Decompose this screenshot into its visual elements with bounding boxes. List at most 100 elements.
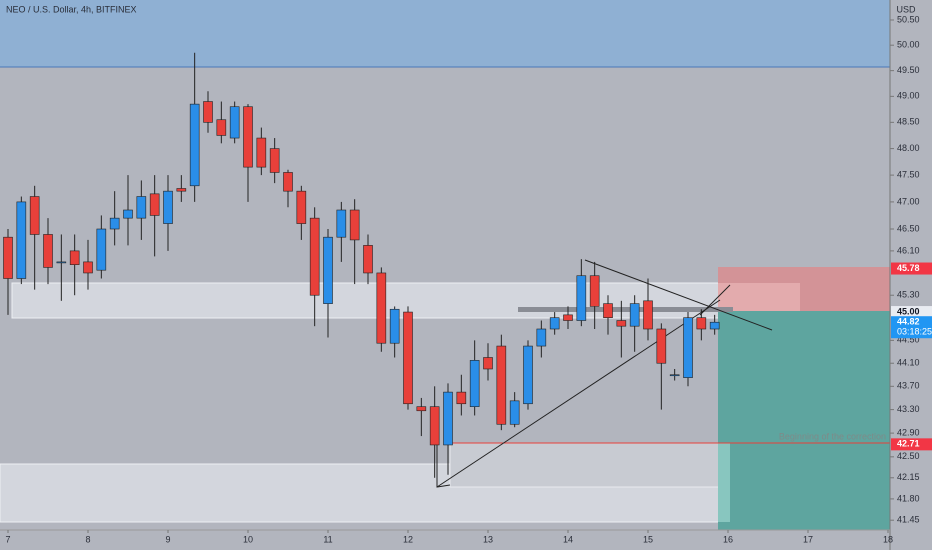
candle-body xyxy=(483,357,493,370)
y-tick-label: 41.80 xyxy=(897,493,920,503)
candle-body xyxy=(363,245,373,274)
candle-body xyxy=(683,317,693,378)
x-tick-label: 7 xyxy=(5,534,10,544)
candle-body xyxy=(29,196,40,235)
price-tag-label: 45.00 xyxy=(897,306,920,316)
candle-body xyxy=(389,308,400,344)
candle-body xyxy=(603,303,613,318)
currency: USD xyxy=(896,4,916,14)
candle-body xyxy=(16,201,27,279)
candle-body xyxy=(163,190,173,224)
candle-body xyxy=(123,209,133,219)
candle-body xyxy=(136,196,147,219)
candle-body xyxy=(523,345,533,405)
x-tick-label: 13 xyxy=(483,534,493,544)
stop-box-inner xyxy=(718,283,800,311)
y-tick-label: 50.00 xyxy=(897,40,920,50)
price-tag xyxy=(891,316,932,339)
candle-body xyxy=(536,328,547,347)
candle-body xyxy=(83,261,93,274)
price-tag-label: 42.71 xyxy=(897,439,920,449)
y-tick-label: 46.10 xyxy=(897,245,920,255)
candle-body xyxy=(336,209,347,238)
candle-body xyxy=(709,321,720,330)
candle-body xyxy=(309,217,320,296)
y-tick-label: 41.45 xyxy=(897,515,920,525)
countdown: 03:18:25 xyxy=(897,327,932,337)
candle-body xyxy=(416,406,427,412)
resistance-zone xyxy=(0,0,890,67)
y-tick-label: 42.15 xyxy=(897,472,920,482)
level-bar xyxy=(518,307,733,312)
candle-body xyxy=(469,360,480,407)
candle-body xyxy=(109,217,120,230)
candle-body xyxy=(216,119,227,136)
candle-body xyxy=(56,261,67,264)
candle-body xyxy=(563,314,573,321)
candle-body xyxy=(456,391,467,405)
candle-body xyxy=(203,101,213,123)
y-tick-label: 43.70 xyxy=(897,381,920,391)
demand-zone-inner xyxy=(449,442,731,488)
y-tick-label: 43.30 xyxy=(897,404,920,414)
trend-line xyxy=(584,259,773,331)
candle-body xyxy=(43,234,53,268)
x-tick-label: 10 xyxy=(243,534,253,544)
x-tick-label: 11 xyxy=(323,534,332,544)
y-tick-label: 45.30 xyxy=(897,290,920,300)
price-tag-label: 44.82 xyxy=(897,317,920,327)
x-tick-label: 12 xyxy=(403,534,413,544)
candle-body xyxy=(669,374,680,377)
candle-body xyxy=(349,209,360,241)
x-tick-label: 16 xyxy=(723,534,733,544)
candle-body xyxy=(429,406,440,446)
candle-body xyxy=(96,228,107,271)
candle-body xyxy=(656,328,667,364)
candle-body xyxy=(283,172,293,192)
price-tag-label: 45.78 xyxy=(897,263,920,273)
y-tick-label: 44.50 xyxy=(897,335,920,345)
candle-body xyxy=(189,103,200,187)
candle-body xyxy=(296,190,307,224)
x-tick-label: 9 xyxy=(165,534,170,544)
x-tick-label: 14 xyxy=(563,534,573,544)
price-tag xyxy=(891,306,932,319)
x-tick-label: 15 xyxy=(643,534,653,544)
y-tick-label: 47.00 xyxy=(897,196,920,206)
candle-body xyxy=(616,320,627,327)
candle-body xyxy=(269,148,280,173)
x-tick-label: 18 xyxy=(883,534,893,544)
chart-title: NEO / U.S. Dollar, 4h, BITFINEX xyxy=(6,4,137,14)
x-tick-label: 17 xyxy=(803,534,813,544)
candle-body xyxy=(496,345,507,425)
y-tick-label: 44.10 xyxy=(897,358,920,368)
candle-body xyxy=(443,391,453,446)
candle-body xyxy=(576,275,587,321)
candle-body xyxy=(3,236,13,279)
candle-body xyxy=(629,303,640,327)
y-tick-label: 42.50 xyxy=(897,451,920,461)
candle-body xyxy=(376,272,387,344)
y-tick-label: 49.50 xyxy=(897,65,920,75)
y-tick-label: 42.90 xyxy=(897,427,920,437)
candle-body xyxy=(176,188,187,192)
candle-body xyxy=(643,300,653,330)
candle-body xyxy=(509,400,520,425)
candle-body xyxy=(549,317,560,330)
candle-body xyxy=(589,275,600,307)
candle-body xyxy=(69,250,80,265)
y-tick-label: 46.50 xyxy=(897,223,920,233)
y-tick-label: 50.50 xyxy=(897,14,920,24)
target-box xyxy=(718,311,890,530)
trend-line xyxy=(699,284,731,316)
x-tick-label: 8 xyxy=(85,534,90,544)
candle-body xyxy=(256,137,267,168)
y-tick-label: 49.00 xyxy=(897,91,920,101)
y-tick-label: 48.50 xyxy=(897,117,920,127)
annotation: Beginning of the correction xyxy=(779,431,886,441)
price-tag xyxy=(891,438,932,451)
candle-body xyxy=(696,317,707,330)
candle-body xyxy=(149,193,160,216)
